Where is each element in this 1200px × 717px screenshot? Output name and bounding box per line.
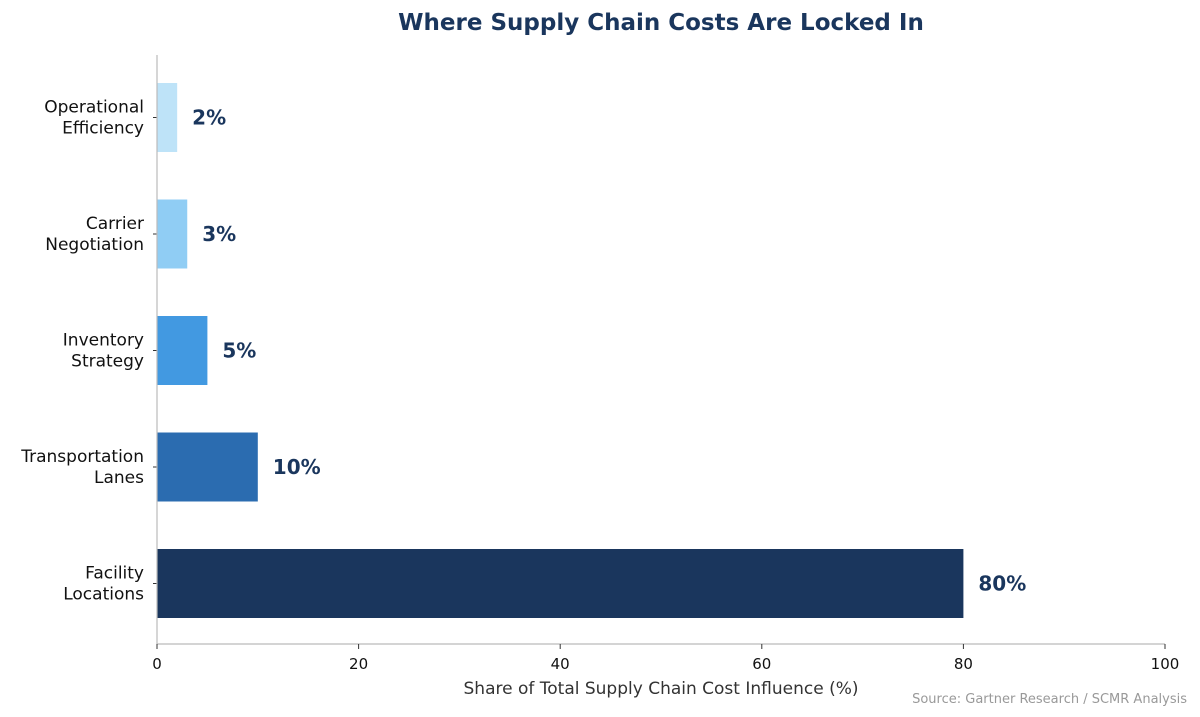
x-tick-label: 100 <box>1151 655 1180 673</box>
bar <box>157 549 964 618</box>
category-label-line: Facility <box>85 564 144 584</box>
chart-title: Where Supply Chain Costs Are Locked In <box>398 10 924 36</box>
data-label: 3% <box>202 222 236 246</box>
x-tick-label: 80 <box>954 655 973 673</box>
x-tick-label: 20 <box>349 655 368 673</box>
category-label-line: Operational <box>44 98 144 118</box>
x-axis-label: Share of Total Supply Chain Cost Influen… <box>464 679 859 699</box>
x-tick-label: 40 <box>551 655 570 673</box>
category-label-line: Transportation <box>20 447 144 467</box>
category-label: Inventory Strategy <box>63 331 144 372</box>
category-label-line: Carrier <box>86 214 144 234</box>
category-label-line: Locations <box>63 585 144 605</box>
category-label: Carrier Negotiation <box>45 214 144 255</box>
bar <box>157 432 258 502</box>
bar <box>157 199 188 269</box>
data-label: 80% <box>978 572 1026 596</box>
source-note: Source: Gartner Research / SCMR Analysis <box>912 692 1187 707</box>
category-label-line: Negotiation <box>45 235 144 255</box>
data-label: 5% <box>222 339 256 363</box>
category-label: Transportation Lanes <box>20 447 144 488</box>
data-label: 2% <box>192 106 226 130</box>
bar <box>157 83 178 152</box>
bar <box>157 316 208 385</box>
category-label-line: Efficiency <box>62 119 144 139</box>
x-tick-label: 60 <box>752 655 771 673</box>
category-label-line: Inventory <box>63 331 144 351</box>
category-label-line: Strategy <box>71 352 144 372</box>
category-label: Facility Locations <box>63 564 144 605</box>
category-label-line: Lanes <box>94 468 144 488</box>
data-label: 10% <box>273 455 321 479</box>
x-tick-label: 0 <box>152 655 162 673</box>
category-label: Operational Efficiency <box>44 98 144 139</box>
